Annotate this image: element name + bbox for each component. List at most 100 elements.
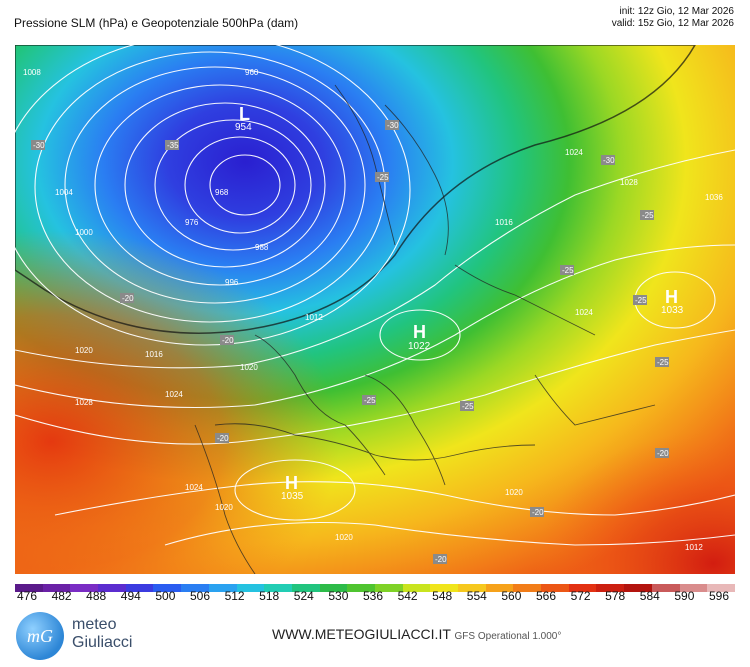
svg-text:-20: -20 bbox=[217, 434, 229, 443]
colorbar-swatch bbox=[651, 584, 680, 592]
colorbar-swatch bbox=[319, 584, 348, 592]
init-time: init: 12z Gio, 12 Mar 2026 bbox=[619, 6, 734, 17]
colorbar-swatch bbox=[513, 584, 542, 592]
colorbar-tick: 566 bbox=[535, 589, 557, 603]
low-letter: L bbox=[239, 104, 250, 124]
frontal-boundary bbox=[15, 45, 696, 334]
colorbar-swatch bbox=[402, 584, 431, 592]
temperature-labels: -30 -35 -30 -25 -30 -25 -25 -25 -25 -20 … bbox=[31, 120, 669, 564]
svg-text:1012: 1012 bbox=[685, 543, 703, 552]
svg-text:-25: -25 bbox=[635, 296, 647, 305]
brand-logo: mG meteo Giuliacci bbox=[16, 610, 146, 660]
svg-text:996: 996 bbox=[225, 278, 239, 287]
colorbar-swatch bbox=[568, 584, 597, 592]
isobar-labels: 1008 1000 1004 960 968 976 988 996 1012 … bbox=[23, 68, 723, 552]
colorbar-tick: 476 bbox=[16, 589, 38, 603]
svg-text:1004: 1004 bbox=[55, 188, 73, 197]
colorbar-tick: 536 bbox=[362, 589, 384, 603]
brand-name: meteo Giuliacci bbox=[72, 616, 133, 651]
svg-text:-20: -20 bbox=[435, 555, 447, 564]
high-sw-value: 1035 bbox=[281, 491, 304, 502]
colorbar-swatch bbox=[596, 584, 625, 592]
colorbar-swatch bbox=[42, 584, 71, 592]
colorbar-tick: 596 bbox=[708, 589, 730, 603]
high-center-sw: H 1035 bbox=[281, 473, 304, 502]
geopotential-colorbar bbox=[15, 584, 735, 592]
svg-text:-35: -35 bbox=[167, 141, 179, 150]
svg-text:1036: 1036 bbox=[705, 193, 723, 202]
colorbar-swatch bbox=[347, 584, 375, 592]
high-center-east: H 1033 bbox=[661, 287, 684, 316]
high-sw-letter: H bbox=[285, 473, 298, 493]
colorbar-tick: 554 bbox=[466, 589, 487, 603]
colorbar-tick: 482 bbox=[51, 589, 72, 603]
colorbar-tick: 590 bbox=[674, 589, 695, 603]
high-east-letter: H bbox=[665, 287, 678, 307]
colorbar-tick: 506 bbox=[189, 589, 211, 603]
site-url-text: WWW.METEOGIULIACCI.IT bbox=[272, 626, 451, 642]
svg-text:1024: 1024 bbox=[185, 483, 203, 492]
svg-text:1012: 1012 bbox=[305, 313, 323, 322]
svg-text:-20: -20 bbox=[532, 508, 544, 517]
svg-text:-20: -20 bbox=[657, 449, 669, 458]
colorbar-swatch bbox=[458, 584, 486, 592]
colorbar-tick: 560 bbox=[501, 589, 522, 603]
colorbar-tick: 542 bbox=[397, 589, 418, 603]
svg-text:1020: 1020 bbox=[505, 488, 523, 497]
colorbar-swatch bbox=[541, 584, 569, 592]
colorbar-swatch bbox=[98, 584, 126, 592]
svg-text:1024: 1024 bbox=[575, 308, 593, 317]
colorbar-swatch bbox=[485, 584, 514, 592]
run-info: init: 12z Gio, 12 Mar 2026 valid: 15z Gi… bbox=[612, 6, 734, 30]
colorbar-swatch bbox=[291, 584, 320, 592]
svg-text:-25: -25 bbox=[657, 358, 669, 367]
svg-text:-30: -30 bbox=[603, 156, 615, 165]
map-title: Pressione SLM (hPa) e Geopotenziale 500h… bbox=[14, 16, 299, 30]
low-center: L 954 bbox=[235, 104, 252, 133]
weather-map: L 954 H 1022 H 1033 H 1035 1008 1000 100… bbox=[15, 45, 735, 574]
colorbar-swatch bbox=[430, 584, 458, 592]
model-name: GFS Operational 1.000° bbox=[454, 631, 562, 642]
svg-text:1024: 1024 bbox=[565, 148, 583, 157]
svg-text:968: 968 bbox=[215, 188, 229, 197]
colorbar-tick: 518 bbox=[259, 589, 280, 603]
colorbar-swatch bbox=[15, 584, 43, 592]
svg-text:1016: 1016 bbox=[145, 350, 163, 359]
colorbar-swatch bbox=[70, 584, 99, 592]
colorbar-swatch bbox=[264, 584, 292, 592]
high-value: 1022 bbox=[408, 341, 431, 352]
svg-text:1024: 1024 bbox=[165, 390, 183, 399]
svg-text:1000: 1000 bbox=[75, 228, 93, 237]
colorbar-swatch bbox=[707, 584, 735, 592]
valid-time: valid: 15z Gio, 12 Mar 2026 bbox=[611, 18, 734, 29]
svg-text:1028: 1028 bbox=[75, 398, 93, 407]
colorbar-tick: 494 bbox=[120, 589, 141, 603]
svg-text:-25: -25 bbox=[562, 266, 574, 275]
colorbar-tick: 500 bbox=[155, 589, 176, 603]
svg-text:988: 988 bbox=[255, 243, 269, 252]
site-url: WWW.METEOGIULIACCI.IT GFS Operational 1.… bbox=[272, 626, 561, 642]
high-letter: H bbox=[413, 322, 426, 342]
svg-text:1020: 1020 bbox=[215, 503, 233, 512]
colorbar-tick: 488 bbox=[86, 589, 107, 603]
high-east-value: 1033 bbox=[661, 305, 684, 316]
svg-text:-20: -20 bbox=[122, 294, 134, 303]
colorbar-swatch bbox=[181, 584, 209, 592]
colorbar-tick: 578 bbox=[605, 589, 626, 603]
svg-text:-30: -30 bbox=[387, 121, 399, 130]
svg-text:-25: -25 bbox=[364, 396, 376, 405]
colorbar-tick: 524 bbox=[293, 589, 314, 603]
colorbar-ticks: 476 482 488 494 500 506 512 518 524 530 536 542 548 5… bbox=[15, 589, 735, 603]
colorbar-swatch bbox=[374, 584, 403, 592]
colorbar-swatch bbox=[153, 584, 182, 592]
colorbar-tick: 512 bbox=[224, 589, 245, 603]
high-center: H 1022 bbox=[408, 322, 431, 352]
svg-text:-25: -25 bbox=[377, 173, 389, 182]
colorbar-swatch bbox=[208, 584, 237, 592]
svg-text:1020: 1020 bbox=[335, 533, 353, 542]
svg-text:976: 976 bbox=[185, 218, 199, 227]
svg-text:-25: -25 bbox=[462, 402, 474, 411]
colorbar-tick: 548 bbox=[432, 589, 453, 603]
colorbar-tick: 530 bbox=[328, 589, 349, 603]
svg-text:1020: 1020 bbox=[240, 363, 258, 372]
